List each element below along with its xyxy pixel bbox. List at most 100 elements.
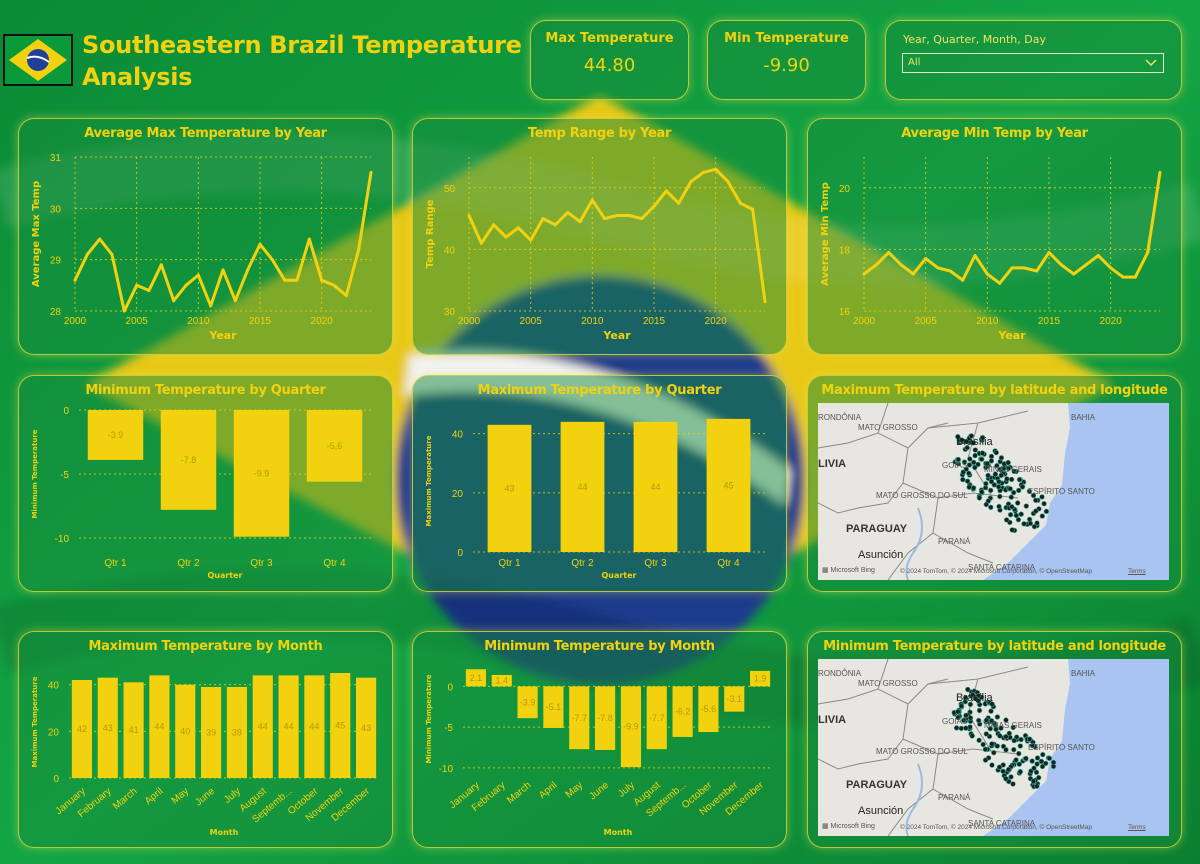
map-label: Asunción bbox=[858, 549, 904, 561]
bar bbox=[750, 670, 771, 687]
data-point bbox=[172, 299, 176, 303]
x-tick-label: April bbox=[143, 786, 165, 807]
data-point bbox=[135, 283, 139, 287]
map-marker bbox=[1027, 520, 1034, 527]
map-marker bbox=[958, 725, 965, 732]
data-point bbox=[1010, 266, 1014, 270]
max-temperature-map[interactable]: RONDÔNIA MATO GROSSO BAHIA Brasília GOIÁS MIN… bbox=[818, 403, 1169, 580]
map-marker bbox=[972, 452, 978, 459]
avg-min-card: Average Min Temp by Year 16 18 20 2000 2005 2… bbox=[807, 118, 1182, 355]
map-marker bbox=[1030, 492, 1037, 499]
x-tick-label: 2005 bbox=[126, 316, 149, 327]
y-tick-label: -10 bbox=[55, 534, 70, 545]
data-label: -5.6 bbox=[327, 441, 343, 451]
map-marker bbox=[1026, 488, 1033, 495]
map-marker bbox=[1011, 737, 1017, 744]
data-point bbox=[320, 278, 324, 282]
map-label: SANTA CATARINA bbox=[968, 563, 1036, 572]
map-label: MATO GROSSO bbox=[858, 679, 918, 688]
map-marker bbox=[966, 462, 973, 468]
data-point bbox=[357, 247, 361, 251]
map-label: LIVIA bbox=[818, 458, 847, 470]
data-point bbox=[147, 288, 151, 292]
map-marker bbox=[976, 717, 982, 724]
y-tick-label: 28 bbox=[50, 307, 62, 318]
map-marker bbox=[998, 455, 1005, 461]
map-marker bbox=[983, 501, 990, 508]
map-marker bbox=[962, 694, 969, 701]
map-marker bbox=[1008, 494, 1015, 500]
map-terms-link[interactable]: Terms bbox=[1128, 824, 1146, 831]
data-label: 44 bbox=[577, 482, 587, 492]
map-marker bbox=[1031, 765, 1037, 771]
bar bbox=[278, 675, 299, 778]
bar bbox=[620, 686, 641, 768]
map-marker bbox=[994, 743, 1001, 749]
map-marker bbox=[989, 741, 995, 747]
map-marker bbox=[1016, 476, 1023, 483]
y-tick-label: -10 bbox=[439, 764, 454, 775]
data-point bbox=[479, 241, 483, 245]
map-river bbox=[905, 507, 923, 580]
min-temperature-map[interactable]: RONDÔNIA MATO GROSSO BAHIA Brasília GOIÁS MIN… bbox=[818, 659, 1169, 836]
map-marker bbox=[1013, 757, 1019, 763]
bar bbox=[595, 686, 616, 750]
max-month-card: Maximum Temperature by Month 0 20 40 42 Janu… bbox=[18, 631, 393, 848]
map-marker bbox=[1029, 758, 1035, 764]
data-point bbox=[516, 226, 520, 230]
data-point bbox=[1133, 275, 1137, 279]
data-point bbox=[369, 170, 373, 174]
x-tick-label: Qtr 1 bbox=[498, 558, 521, 569]
map-marker bbox=[1009, 527, 1015, 533]
brazil-flag-icon bbox=[3, 34, 73, 86]
map-marker bbox=[1016, 761, 1023, 767]
y-tick-label: 0 bbox=[63, 406, 69, 417]
map-marker bbox=[972, 464, 978, 471]
map-label: LIVIA bbox=[818, 714, 847, 726]
slicer-dropdown[interactable]: All bbox=[902, 53, 1164, 73]
y-tick-label: 16 bbox=[839, 307, 851, 318]
min-month-card: Minimum Temperature by Month -10 -5 0 2.1 Ja… bbox=[412, 631, 787, 848]
map-marker bbox=[975, 461, 981, 468]
map-marker bbox=[1010, 781, 1016, 787]
y-tick-label: 40 bbox=[48, 681, 60, 692]
map-attribution: © 2024 TomTom, © 2024 Microsoft Corporat… bbox=[900, 824, 1093, 831]
map-marker bbox=[997, 493, 1003, 500]
data-point bbox=[924, 257, 928, 261]
map-marker bbox=[1003, 747, 1009, 753]
bar bbox=[123, 682, 144, 778]
x-tick-label: 2010 bbox=[187, 316, 210, 327]
x-tick-label: 2005 bbox=[520, 316, 543, 327]
y-tick-label: 50 bbox=[444, 184, 456, 195]
map-marker bbox=[1007, 511, 1014, 518]
data-label: 44 bbox=[309, 722, 319, 732]
map-terms-link[interactable]: Terms bbox=[1128, 568, 1146, 575]
kpi-min-label: Min Temperature bbox=[724, 31, 849, 46]
data-point bbox=[1059, 263, 1063, 267]
avg-max-card: Average Max Temperature by Year 28 29 30 31… bbox=[18, 118, 393, 355]
chart-title: Maximum Temperature by latitude and long… bbox=[821, 383, 1168, 398]
y-axis-title: Minimum Temperature bbox=[31, 429, 39, 518]
bar bbox=[724, 686, 745, 712]
data-label: -5.1 bbox=[546, 702, 562, 712]
data-point bbox=[98, 237, 102, 241]
map-marker bbox=[987, 725, 994, 732]
kpi-max-label: Max Temperature bbox=[545, 31, 674, 46]
data-label: 2.1 bbox=[470, 673, 483, 683]
map-marker bbox=[971, 459, 977, 466]
map-marker bbox=[1030, 778, 1037, 784]
kpi-min-card: Min Temperature -9.90 bbox=[707, 20, 866, 100]
page-title: Southeastern Brazil Temperature Analysis bbox=[82, 31, 522, 91]
map-marker bbox=[996, 478, 1002, 485]
data-point bbox=[1158, 170, 1162, 174]
data-point bbox=[627, 214, 631, 218]
map-label: BAHIA bbox=[1071, 413, 1096, 422]
map-marker bbox=[970, 691, 976, 698]
chart-title: Temp Range by Year bbox=[527, 126, 672, 141]
y-tick-label: 0 bbox=[53, 774, 59, 785]
data-point bbox=[467, 214, 471, 218]
map-label: MATO GROSSO DO SUL bbox=[876, 747, 968, 756]
map-marker bbox=[969, 733, 975, 739]
map-label: ESPÍRITO SANTO bbox=[1028, 487, 1095, 496]
map-marker bbox=[1034, 761, 1040, 767]
